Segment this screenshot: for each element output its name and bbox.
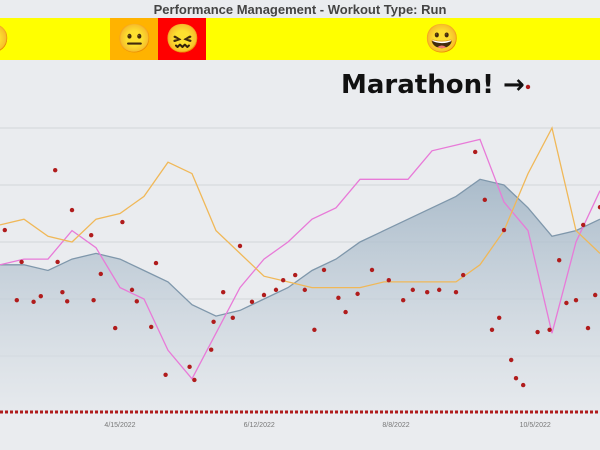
workout-point xyxy=(437,287,442,293)
workout-point xyxy=(187,364,192,370)
workout-point xyxy=(65,299,70,304)
series-line-3 xyxy=(0,126,600,289)
workout-point xyxy=(343,309,348,315)
workout-point xyxy=(281,277,286,283)
x-tick-label: 8/8/2022 xyxy=(382,422,409,429)
workout-point xyxy=(597,205,600,210)
workout-point xyxy=(473,149,478,155)
workout-point xyxy=(369,267,375,273)
workout-point xyxy=(120,219,125,225)
workout-point xyxy=(273,287,279,293)
workout-point xyxy=(149,324,154,330)
workout-point xyxy=(55,259,60,265)
mood-band: 🙂 😐 😖 😀 xyxy=(0,18,600,60)
workout-point xyxy=(14,297,19,303)
x-tick-label: 4/15/2022 xyxy=(104,422,135,429)
workout-point xyxy=(211,319,216,324)
workout-point xyxy=(336,295,341,301)
workout-point xyxy=(564,300,569,306)
series-area-fill xyxy=(0,179,600,413)
neutral-face-icon: 😐 xyxy=(117,23,153,54)
workout-point xyxy=(386,277,391,283)
mood-band-segment xyxy=(158,18,207,60)
workout-point xyxy=(129,287,135,293)
marathon-annotation: Marathon! → xyxy=(341,70,525,100)
workout-point xyxy=(209,347,214,352)
workout-point xyxy=(293,272,298,278)
workout-point xyxy=(91,297,96,303)
workout-point xyxy=(192,377,197,383)
workout-point xyxy=(425,289,430,295)
workout-point xyxy=(230,315,235,321)
mood-band-segment xyxy=(206,18,600,60)
workout-point xyxy=(221,289,226,295)
workout-point xyxy=(249,299,255,305)
workout-point xyxy=(525,84,531,90)
workout-point xyxy=(19,259,24,265)
workout-point xyxy=(547,327,552,332)
mood-band-segment xyxy=(0,18,111,60)
workout-point xyxy=(69,207,75,213)
workout-point xyxy=(2,227,7,233)
workout-point xyxy=(593,292,598,298)
workout-point xyxy=(501,227,507,233)
workout-point xyxy=(261,292,267,298)
workout-point xyxy=(53,167,58,173)
workout-point xyxy=(513,376,519,381)
workout-point xyxy=(557,258,562,263)
series-line-2 xyxy=(0,138,600,380)
x-tick-label: 10/5/2022 xyxy=(520,422,551,429)
workout-point xyxy=(31,299,36,305)
workout-point xyxy=(237,243,243,249)
workout-point xyxy=(482,197,487,203)
workout-point xyxy=(489,327,495,332)
workout-point xyxy=(153,260,159,266)
workout-point xyxy=(581,222,586,228)
workout-point xyxy=(38,293,43,299)
smiling-face-icon: 🙂 xyxy=(0,22,10,56)
workout-point xyxy=(163,372,168,378)
mood-band-segment xyxy=(110,18,159,60)
workout-point xyxy=(497,315,502,321)
grinning-face-icon: 😀 xyxy=(424,23,460,54)
workout-point xyxy=(453,289,459,295)
workout-point xyxy=(98,271,104,277)
workout-point xyxy=(573,297,579,303)
workout-point xyxy=(509,357,514,363)
x-tick-label: 6/12/2022 xyxy=(244,422,275,429)
workout-point xyxy=(60,289,65,295)
workout-point xyxy=(410,287,415,293)
workout-point xyxy=(535,329,540,335)
workout-point xyxy=(89,232,94,238)
workout-point xyxy=(401,297,406,303)
workout-point xyxy=(461,272,466,278)
chart-title: Performance Management - Workout Type: R… xyxy=(153,2,447,17)
workout-point xyxy=(585,325,591,331)
workout-point xyxy=(113,325,118,331)
workout-point xyxy=(321,267,327,273)
workout-point xyxy=(134,299,139,304)
workout-point xyxy=(355,291,360,297)
workout-point xyxy=(521,382,526,388)
confounded-face-icon: 😖 xyxy=(165,23,201,54)
workout-point xyxy=(302,287,307,293)
workout-point xyxy=(312,327,317,332)
